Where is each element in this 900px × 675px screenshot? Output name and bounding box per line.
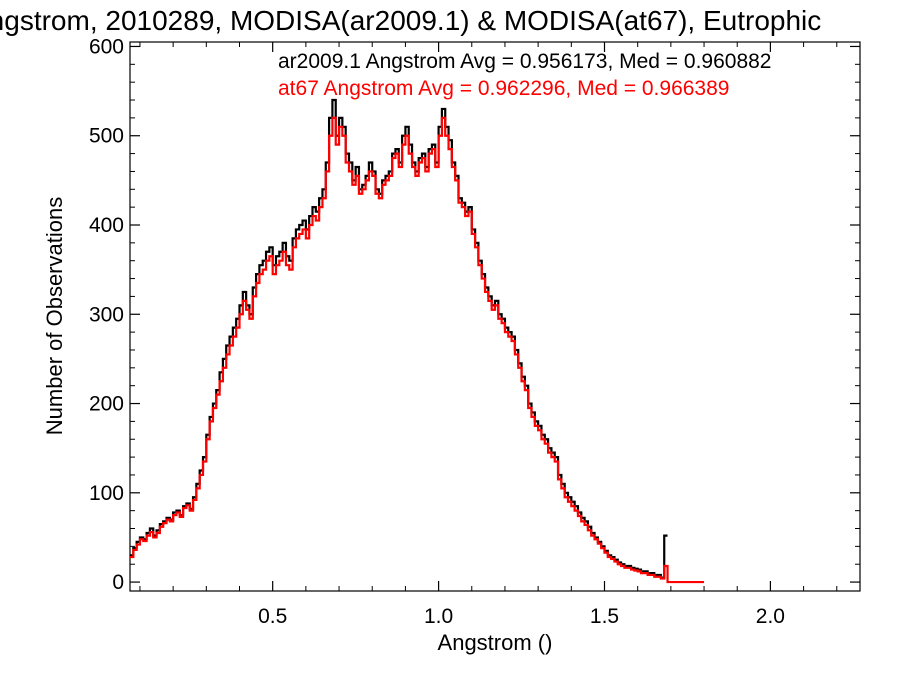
y-tick-label: 300 (89, 303, 124, 326)
plot-frame (129, 41, 861, 592)
x-tick-label: 2.0 (756, 605, 785, 628)
y-tick-label: 0 (112, 571, 124, 594)
series-line-ar2009-1 (130, 98, 668, 579)
y-tick-label: 600 (89, 35, 124, 58)
legend-at67: at67 Angstrom Avg = 0.962296, Med = 0.96… (278, 77, 729, 100)
x-axis-label: Angstrom () (438, 630, 553, 655)
y-tick-label: 100 (89, 482, 124, 505)
y-tick-label: 200 (89, 393, 124, 416)
series-line-at67 (130, 116, 705, 584)
x-axis: 0.5 1.0 1.5 2.0 (139, 42, 838, 628)
y-axis: 0 100 200 300 400 500 600 (89, 35, 860, 594)
y-tick-label: 500 (89, 125, 124, 148)
series-layer (130, 98, 705, 584)
y-tick-label: 400 (89, 214, 124, 237)
x-tick-label: 1.0 (424, 605, 453, 628)
legend-ar2009: ar2009.1 Angstrom Avg = 0.956173, Med = … (278, 50, 772, 73)
x-tick-label: 1.5 (590, 605, 619, 628)
y-axis-label: Number of Observations (42, 197, 67, 435)
chart-title: Angstrom, 2010289, MODISA(ar2009.1) & MO… (0, 5, 821, 36)
x-tick-label: 0.5 (258, 605, 287, 628)
